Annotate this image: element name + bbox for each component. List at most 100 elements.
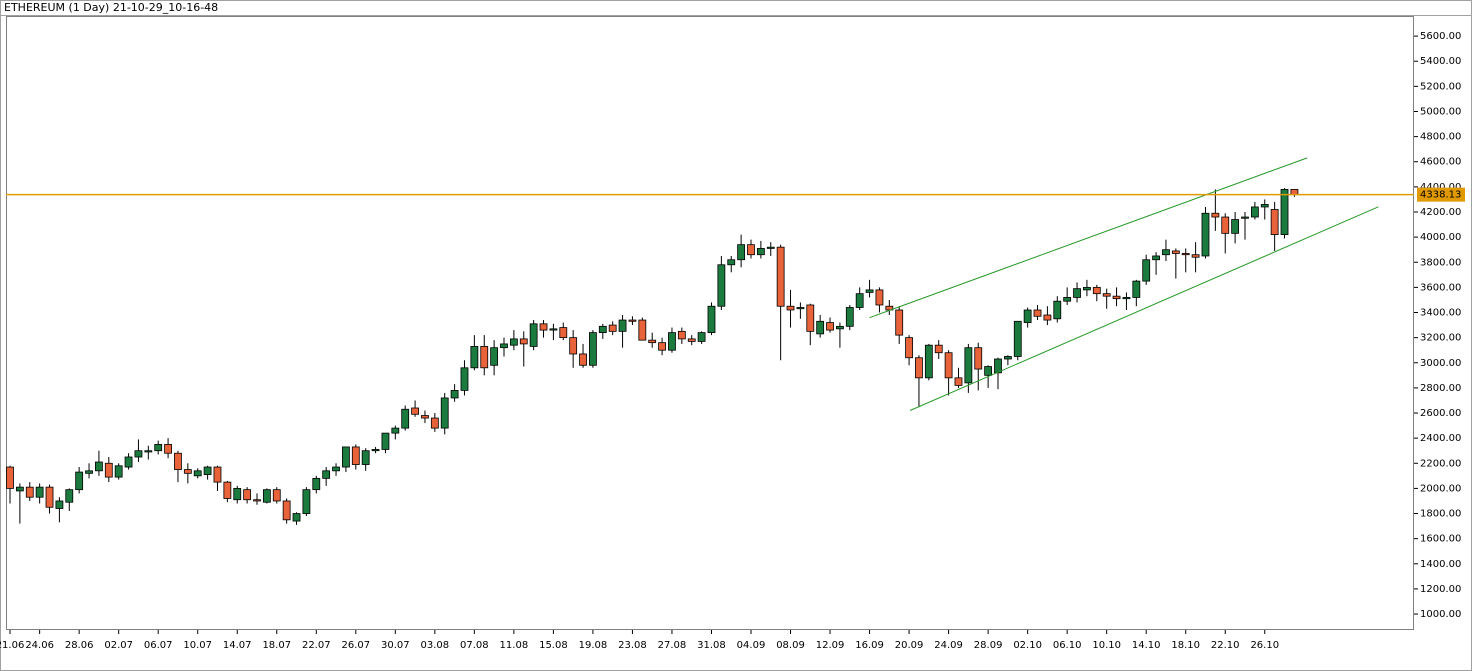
x-tick-label: 10.07 [183,640,212,651]
axes: 1000.00 1200.00 1400.00 1600.00 1800.00 2000.… [0,31,1465,651]
candle-body [707,305,716,334]
x-tick-label: 24.06 [25,640,54,651]
candle-body [480,346,489,369]
candle-body [737,244,746,261]
candle-body [233,488,242,501]
candle-body [490,347,499,366]
y-tick-label: 5600.00 [1420,31,1461,42]
x-tick-label: 03.08 [421,640,450,651]
plot [6,157,1414,525]
candle-body [836,325,844,330]
candle-body [361,450,370,465]
candle-body [85,470,93,474]
candle-body [154,444,163,452]
candle-body [322,470,331,479]
y-tick-label: 3400.00 [1420,308,1461,319]
candle-body [1122,297,1131,300]
y-tick-label: 1800.00 [1420,509,1461,520]
candle-body [1162,249,1170,256]
candle-body [806,304,815,332]
candle-body [381,432,390,450]
candle-body [974,347,983,370]
candle-body [203,466,212,475]
x-tick-label: 06.10 [1053,640,1082,651]
candle-body [648,339,657,344]
candle-body [1132,280,1141,298]
trendline [909,206,1379,411]
candle-body [1290,188,1299,196]
candle-body [697,332,706,342]
candle-body [430,417,439,429]
candle-body [1142,259,1151,282]
candle-body [1241,216,1249,219]
y-tick-label: 3600.00 [1420,282,1461,293]
y-tick-label: 2200.00 [1420,458,1461,469]
x-tick-label: 08.09 [776,640,805,651]
y-tick-label: 4600.00 [1420,157,1461,168]
x-tick-label: 10.10 [1092,640,1121,651]
candle-body [776,246,785,307]
candle-body [6,466,14,489]
candle-body [628,319,637,322]
y-tick-label: 3200.00 [1420,333,1461,344]
candle-body [677,330,686,340]
candle-body [124,456,133,468]
x-tick-label: 07.08 [460,640,489,651]
candle-body [559,327,568,339]
candle-body [411,407,419,415]
candle-body [529,323,538,347]
plot-area [6,16,1414,630]
y-tick-label: 4200.00 [1420,207,1461,218]
y-tick-label: 1400.00 [1420,559,1461,570]
y-tick-label: 1000.00 [1420,609,1461,620]
candle-body [371,449,380,452]
x-tick-label: 18.07 [262,640,291,651]
candle-body [934,344,943,354]
x-tick-label: 06.07 [144,640,173,651]
candle-body [875,289,884,306]
candle-body [104,462,113,478]
candle-body [1250,206,1259,218]
candle-body [421,415,429,419]
candle-body [766,246,775,249]
x-tick-label: 04.09 [737,640,766,651]
candle-body [15,486,24,492]
candle-body [855,293,864,308]
candle-body [984,366,993,376]
candle-body [272,489,281,502]
candle-body [223,481,232,499]
candle-body [539,323,548,331]
y-tick-label: 2400.00 [1420,433,1461,444]
candle-body [65,489,74,503]
candle-body [924,344,933,379]
candle-body [213,466,222,483]
price-label: 4338.13 [1420,190,1461,201]
y-tick-label: 5400.00 [1420,56,1461,67]
x-tick-label: 28.09 [974,640,1003,651]
y-tick-label: 5000.00 [1420,106,1461,117]
candle-body [500,343,508,349]
x-tick-label: 12.09 [816,640,845,651]
candle-body [164,444,172,454]
x-tick-label: 19.08 [579,640,608,651]
candle-body [144,450,153,453]
x-tick-label: 28.06 [65,640,94,651]
x-tick-label: 18.10 [1171,640,1200,651]
candle-body [579,353,587,366]
candle-body [401,408,410,429]
candle-body [342,446,350,468]
candle-body [1003,356,1012,360]
x-tick-label: 31.08 [697,640,726,651]
y-tick-label: 4800.00 [1420,132,1461,143]
candle-body [1013,320,1022,357]
x-tick-label: 21.06 [0,640,24,651]
candle-body [826,322,834,331]
candle-body [1221,216,1230,234]
candle-body [312,477,321,491]
candle-body [302,489,311,514]
candle-body [134,450,143,458]
candle-body [1201,212,1210,257]
candle-body [75,471,84,491]
candle-body [658,342,666,351]
